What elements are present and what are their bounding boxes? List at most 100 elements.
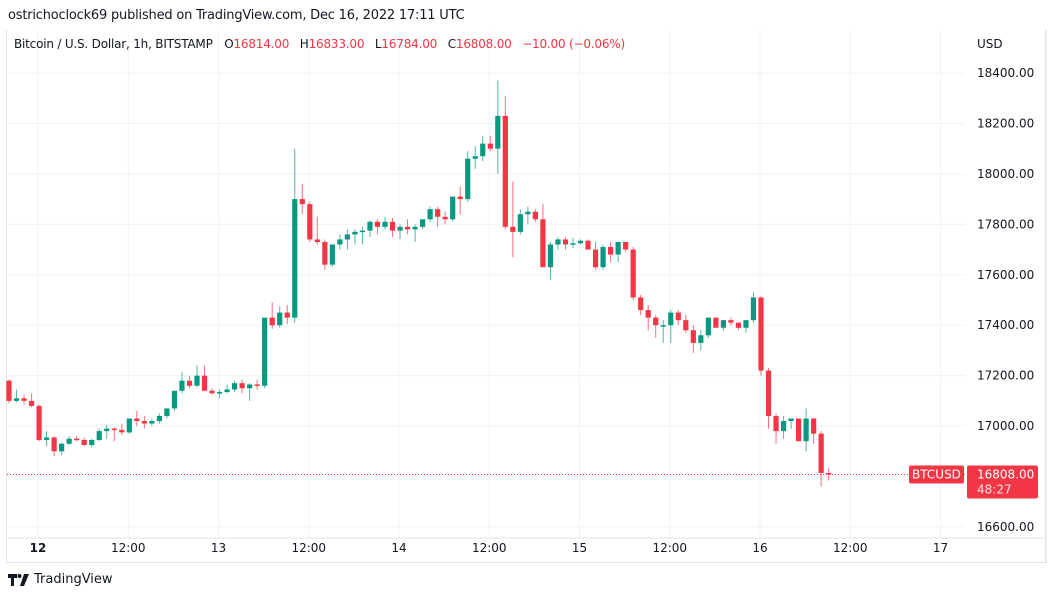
tradingview-brand: TradingView [34,572,113,587]
candle [337,239,343,245]
candle [480,143,486,157]
candle [36,405,42,440]
candle [608,247,614,255]
candle [517,214,523,232]
candle [329,244,335,265]
candle [397,226,403,231]
time-tick-label: 12:00 [472,541,507,555]
candle [435,209,441,217]
candle [156,415,162,422]
candle [171,390,178,409]
candle [28,400,35,406]
candle [21,398,27,401]
candle [382,221,388,227]
candle [81,439,87,445]
candle [645,310,651,318]
candle [585,240,591,250]
candle [532,211,538,220]
candle [592,249,599,268]
candle [780,421,787,432]
symbol-description[interactable]: Bitcoin / U.S. Dollar, 1h, BITSTAMP [14,37,213,51]
time-tick-label: 12:00 [652,541,687,555]
candle [314,239,320,242]
candle [510,226,516,232]
candle [698,335,704,343]
candle [179,380,185,391]
candle [577,240,584,244]
price-tick-label: 17600.00 [977,268,1034,282]
candle [344,234,350,240]
open-label: O [224,37,234,51]
candle [194,375,200,386]
candle [615,241,621,255]
candle [247,384,253,389]
candle [743,320,749,328]
candle [134,418,140,422]
grid-lines [6,30,1047,563]
candle [728,320,734,323]
candle [495,115,501,149]
price-tick-label: 17800.00 [977,217,1034,231]
time-tick-label: 12 [30,541,47,555]
price-tick-label: 18200.00 [977,116,1034,130]
candle [668,312,674,326]
candle [653,317,659,326]
candle [367,221,373,231]
change-value: −10.00 (−0.06%) [522,37,625,51]
candle [232,383,238,390]
last-price-badge [967,465,1038,499]
candle [547,244,554,268]
high-label: H [299,37,309,51]
low-label: L [374,37,382,51]
candle [352,231,358,235]
candle [201,375,208,391]
candle [465,158,471,200]
candle [59,443,65,452]
price-tick-label: 17200.00 [977,369,1034,383]
price-tick-label: 17400.00 [977,318,1034,332]
candle [13,398,20,401]
candle [811,418,817,434]
candle [299,199,305,205]
open-value: 16814.00 [233,37,290,51]
published-by-text: ostrichoclock69 published on TradingView… [8,8,465,23]
time-tick-label: 12:00 [291,541,326,555]
candle [209,390,215,394]
candle [104,428,110,432]
candle [570,243,576,245]
candle [277,312,283,326]
tradingview-logo-icon [8,573,29,586]
ticker-badge [909,465,964,484]
candle [773,415,779,432]
candle [758,297,764,371]
candle [149,421,155,424]
close-label: C [447,37,456,51]
candle [472,156,478,159]
candle [292,199,298,318]
price-axis[interactable]: 18400.00 18200.00 18000.00 17800.00 17600.00… [977,66,1034,534]
candle [359,230,366,233]
candle [284,312,290,318]
candle [720,320,726,328]
close-value: 16808.00 [455,37,512,51]
candle [427,209,433,220]
candle [420,219,426,227]
bar-countdown: 48:27 [977,483,1012,497]
candle [96,431,102,440]
tradingview-logo[interactable]: TradingView [8,572,113,587]
candle [74,438,80,441]
candle [262,317,268,386]
candle [555,239,561,245]
candle [239,383,245,389]
price-tick-label: 17000.00 [977,419,1034,433]
candle [803,418,809,442]
candle [788,418,794,422]
candle [89,439,95,445]
candle [111,428,117,431]
candle [675,312,681,321]
time-axis[interactable]: 12 12:00 13 12:00 14 12:00 15 12:00 16 12:00 17 [30,541,948,555]
candle [525,211,531,215]
candle [713,317,719,328]
